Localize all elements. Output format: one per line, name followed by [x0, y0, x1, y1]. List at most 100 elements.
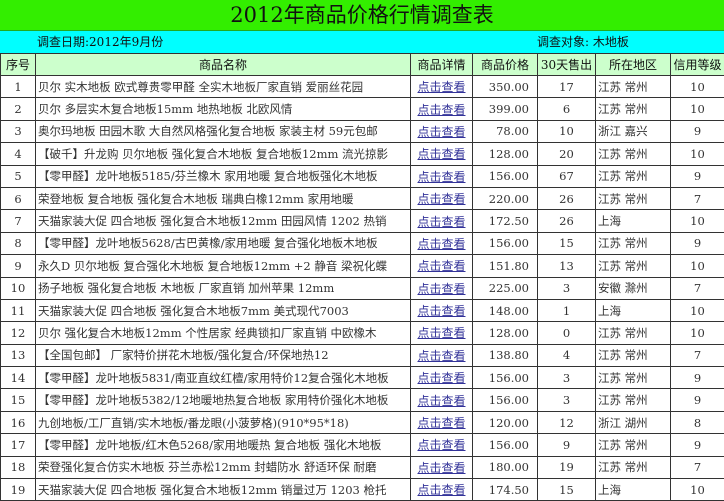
detail-cell: 点击查看	[411, 322, 473, 344]
credit-level: 10	[671, 143, 724, 165]
product-name: 荣登强化复合仿实木地板 芬兰赤松12mm 封蜡防水 舒适环保 耐磨	[36, 456, 411, 478]
table-row: 15【零甲醛】龙叶地板5382/12地暖地热复合地板 家用特价强化木地板点击查看…	[1, 389, 724, 411]
sold-30-days: 19	[538, 456, 596, 478]
detail-link[interactable]: 点击查看	[417, 304, 465, 318]
detail-link[interactable]: 点击查看	[417, 282, 465, 296]
row-index: 7	[1, 210, 36, 232]
detail-cell: 点击查看	[411, 255, 473, 277]
detail-link[interactable]: 点击查看	[417, 237, 465, 251]
detail-cell: 点击查看	[411, 411, 473, 433]
credit-level: 9	[671, 120, 724, 142]
product-name: 奥尔玛地板 田园木歌 大自然风格强化复合地板 家装主材 59元包邮	[36, 120, 411, 142]
row-index: 17	[1, 434, 36, 456]
credit-level: 10	[671, 322, 724, 344]
region: 浙江 湖州	[596, 411, 671, 433]
region: 江苏 常州	[596, 389, 671, 411]
product-name: 【全国包邮】 厂家特价拼花木地板/强化复合/环保地热12	[36, 344, 411, 366]
sold-30-days: 12	[538, 411, 596, 433]
row-index: 1	[1, 76, 36, 98]
row-index: 16	[1, 411, 36, 433]
detail-cell: 点击查看	[411, 456, 473, 478]
region: 上海	[596, 479, 671, 501]
detail-cell: 点击查看	[411, 277, 473, 299]
detail-link[interactable]: 点击查看	[417, 103, 465, 117]
header-name: 商品名称	[36, 54, 411, 76]
region: 上海	[596, 299, 671, 321]
credit-level: 7	[671, 456, 724, 478]
region: 浙江 嘉兴	[596, 120, 671, 142]
detail-link[interactable]: 点击查看	[417, 483, 465, 497]
price: 156.00	[473, 232, 538, 254]
header-index: 序号	[1, 54, 36, 76]
credit-level: 10	[671, 76, 724, 98]
price: 128.00	[473, 322, 538, 344]
price: 138.80	[473, 344, 538, 366]
region: 上海	[596, 210, 671, 232]
region: 江苏 常州	[596, 367, 671, 389]
detail-cell: 点击查看	[411, 389, 473, 411]
price: 172.50	[473, 210, 538, 232]
header-region: 所在地区	[596, 54, 671, 76]
product-name: 扬子地板 强化复合地板 木地板 厂家直销 加州苹果 12mm	[36, 277, 411, 299]
credit-level: 9	[671, 367, 724, 389]
detail-link[interactable]: 点击查看	[417, 215, 465, 229]
credit-level: 10	[671, 479, 724, 501]
region: 江苏 常州	[596, 76, 671, 98]
region: 江苏 常州	[596, 434, 671, 456]
credit-level: 10	[671, 98, 724, 120]
price: 120.00	[473, 411, 538, 433]
header-credit: 信用等级	[671, 54, 724, 76]
credit-level: 9	[671, 232, 724, 254]
detail-cell: 点击查看	[411, 210, 473, 232]
row-index: 6	[1, 187, 36, 209]
price: 156.00	[473, 165, 538, 187]
subtitle-row: 调查日期:2012年9月份 调查对象: 木地板	[0, 31, 724, 53]
detail-link[interactable]: 点击查看	[417, 147, 465, 161]
sold-30-days: 4	[538, 344, 596, 366]
sold-30-days: 1	[538, 299, 596, 321]
product-name: 【零甲醛】龙叶地板5628/古巴黄橡/家用地暖 复合强化地板木地板	[36, 232, 411, 254]
detail-link[interactable]: 点击查看	[417, 170, 465, 184]
detail-cell: 点击查看	[411, 367, 473, 389]
detail-link[interactable]: 点击查看	[417, 438, 465, 452]
product-name: 【零甲醛】龙叶地板5831/南亚直纹红檀/家用特价12复合强化木地板	[36, 367, 411, 389]
row-index: 11	[1, 299, 36, 321]
detail-cell: 点击查看	[411, 479, 473, 501]
sold-30-days: 6	[538, 98, 596, 120]
detail-link[interactable]: 点击查看	[417, 192, 465, 206]
price: 156.00	[473, 367, 538, 389]
survey-object: 调查对象: 木地板	[537, 31, 629, 53]
price: 156.00	[473, 389, 538, 411]
page-title: 2012年商品价格行情调查表	[0, 0, 724, 31]
region: 安徽 滁州	[596, 277, 671, 299]
region: 江苏 常州	[596, 187, 671, 209]
detail-link[interactable]: 点击查看	[417, 326, 465, 340]
sold-30-days: 13	[538, 255, 596, 277]
detail-link[interactable]: 点击查看	[417, 461, 465, 475]
detail-link[interactable]: 点击查看	[417, 349, 465, 363]
detail-link[interactable]: 点击查看	[417, 371, 465, 385]
row-index: 13	[1, 344, 36, 366]
product-name: 贝尔 多层实木复合地板15mm 地热地板 北欧风情	[36, 98, 411, 120]
detail-link[interactable]: 点击查看	[417, 125, 465, 139]
table-row: 13【全国包邮】 厂家特价拼花木地板/强化复合/环保地热12 点击查看 138.80…	[1, 344, 724, 366]
credit-level: 10	[671, 210, 724, 232]
detail-link[interactable]: 点击查看	[417, 416, 465, 430]
region: 江苏 常州	[596, 322, 671, 344]
product-name: 【零甲醛】龙叶地板/红木色5268/家用地暖热 复合地板 强化木地板	[36, 434, 411, 456]
row-index: 2	[1, 98, 36, 120]
detail-cell: 点击查看	[411, 299, 473, 321]
detail-link[interactable]: 点击查看	[417, 80, 465, 94]
detail-link[interactable]: 点击查看	[417, 259, 465, 273]
detail-link[interactable]: 点击查看	[417, 394, 465, 408]
